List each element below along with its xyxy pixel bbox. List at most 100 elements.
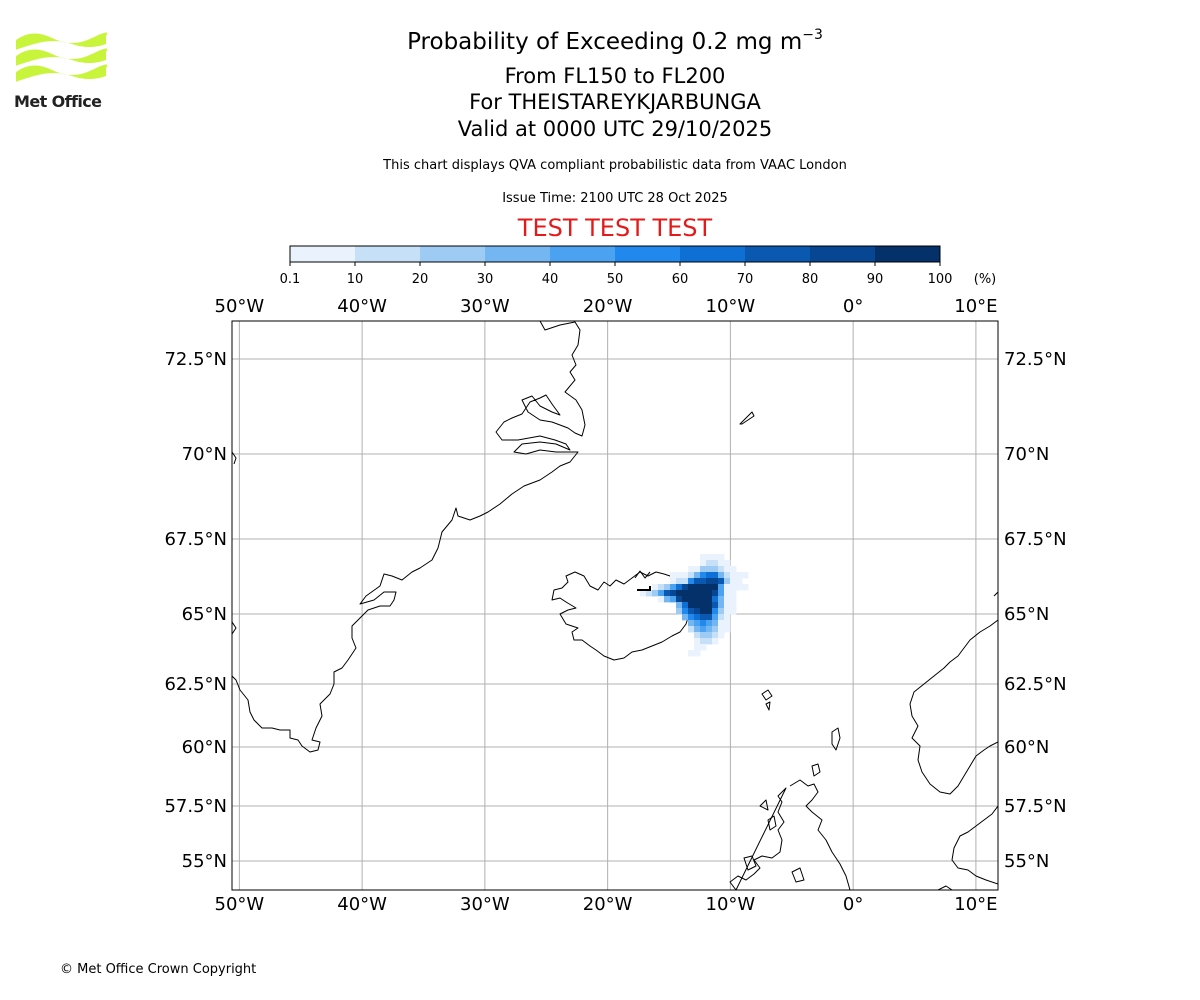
ash-probability-cell <box>676 602 683 609</box>
ash-probability-cell <box>682 590 689 597</box>
ash-probability-cell <box>724 626 731 633</box>
greenland-west-fragment-2 <box>232 621 237 635</box>
ash-probability-cell <box>664 584 671 591</box>
ash-probability-cell <box>718 614 725 621</box>
left-latitude-label: 67.5°N <box>164 529 227 550</box>
ash-probability-cell <box>724 602 731 609</box>
ash-probability-cell <box>682 614 689 621</box>
right-latitude-label: 57.5°N <box>1004 796 1067 817</box>
ash-probability-cell <box>688 602 695 609</box>
ash-probability-cell <box>670 590 677 597</box>
ash-probability-cell <box>670 572 677 579</box>
northern-ireland-coastline <box>743 855 757 871</box>
right-latitude-label: 65°N <box>1004 604 1049 625</box>
right-latitude-label: 67.5°N <box>1004 529 1067 550</box>
ash-probability-cell <box>700 572 707 579</box>
top-longitude-label: 0° <box>843 296 863 317</box>
ash-probability-cell <box>718 626 725 633</box>
colorbar-tick-label: 0.1 <box>280 272 301 287</box>
ash-probability-cell <box>712 602 719 609</box>
ash-probability-cell <box>712 578 719 585</box>
ash-probability-cell <box>676 608 683 615</box>
colorbar-swatch <box>290 246 356 262</box>
ash-probability-cell <box>688 584 695 591</box>
ash-probability-cell <box>694 620 701 627</box>
volcano-name: For THEISTAREYKJARBUNGA <box>469 90 761 114</box>
ash-probability-cell <box>694 626 701 633</box>
ash-probability-cell <box>694 644 701 651</box>
bottom-longitude-label: 0° <box>843 894 863 915</box>
ash-probability-cell <box>730 608 737 615</box>
ash-probability-cell <box>718 560 725 567</box>
ash-probability-cell <box>712 614 719 621</box>
ash-probability-cell <box>718 566 725 573</box>
ash-probability-cell <box>694 650 701 657</box>
ash-probability-cell <box>700 638 707 645</box>
ash-probability-cell <box>676 584 683 591</box>
greenland-west-fragment <box>232 451 237 465</box>
colorbar-swatch <box>420 246 486 262</box>
ash-probability-cell <box>652 584 659 591</box>
ash-probability-cell <box>724 584 731 591</box>
ash-probability-cell <box>640 590 647 597</box>
ash-probability-cell <box>700 584 707 591</box>
colorbar-unit: (%) <box>974 272 997 287</box>
ash-probability-cell <box>718 578 725 585</box>
jan-mayen-coastline <box>739 411 755 425</box>
ash-probability-cell <box>712 554 719 561</box>
right-latitude-label: 70°N <box>1004 444 1049 465</box>
ash-probability-cell <box>664 596 671 603</box>
ash-probability-cell <box>706 638 713 645</box>
iceland-coastline <box>551 571 695 661</box>
left-latitude-label: 72.5°N <box>164 349 227 370</box>
left-latitude-label: 65°N <box>182 604 227 625</box>
ash-probability-cell <box>730 572 737 579</box>
colorbar-tick-label: 90 <box>867 272 884 287</box>
ash-probability-cell <box>712 620 719 627</box>
ash-probability-cell <box>700 644 707 651</box>
colorbar-swatch <box>745 246 811 262</box>
ash-probability-cell <box>688 650 695 657</box>
ash-probability-cell <box>688 578 695 585</box>
shetland-coastline <box>831 727 841 751</box>
ash-probability-cell <box>724 578 731 585</box>
ash-probability-cell <box>694 602 701 609</box>
ash-probability-cell <box>706 584 713 591</box>
ash-probability-cell <box>712 596 719 603</box>
ash-probability-cell <box>712 566 719 573</box>
ash-probability-cell <box>646 590 653 597</box>
bottom-longitude-label: 50°W <box>215 894 265 915</box>
ash-probability-cell <box>718 608 725 615</box>
ash-probability-cell <box>706 608 713 615</box>
logo-text: Met Office <box>14 92 102 111</box>
ash-probability-cell <box>682 608 689 615</box>
colorbar-swatch <box>680 246 746 262</box>
ash-probability-cell <box>718 590 725 597</box>
ash-probability-cell <box>688 572 695 579</box>
ash-probability-cell <box>688 620 695 627</box>
colorbar-tick-label: 10 <box>347 272 364 287</box>
ash-probability-cell <box>718 572 725 579</box>
ash-probability-cell <box>712 584 719 591</box>
ash-probability-cell <box>718 620 725 627</box>
volcano-marker-icon <box>637 586 651 591</box>
ash-probability-cell <box>730 602 737 609</box>
right-latitude-label: 72.5°N <box>1004 349 1067 370</box>
colorbar-swatch <box>615 246 681 262</box>
ash-probability-cell <box>706 578 713 585</box>
ash-probability-cell <box>712 626 719 633</box>
map-frame <box>231 320 999 891</box>
ash-probability-cell <box>694 590 701 597</box>
ash-probability-cell <box>700 608 707 615</box>
right-latitude-label: 62.5°N <box>1004 674 1067 695</box>
ash-probability-cell <box>724 572 731 579</box>
ash-probability-cell <box>706 566 713 573</box>
ash-probability-cell <box>724 620 731 627</box>
ash-probability-cell <box>670 584 677 591</box>
colorbar-ticks: 0.1 10 20 30 40 50 60 70 80 90 100 <box>280 262 953 287</box>
ash-probability-cell <box>682 572 689 579</box>
colorbar-tick-label: 100 <box>928 272 953 287</box>
left-latitude-label: 60°N <box>182 737 227 758</box>
ash-probability-cell <box>700 590 707 597</box>
ash-probability-cell <box>682 602 689 609</box>
